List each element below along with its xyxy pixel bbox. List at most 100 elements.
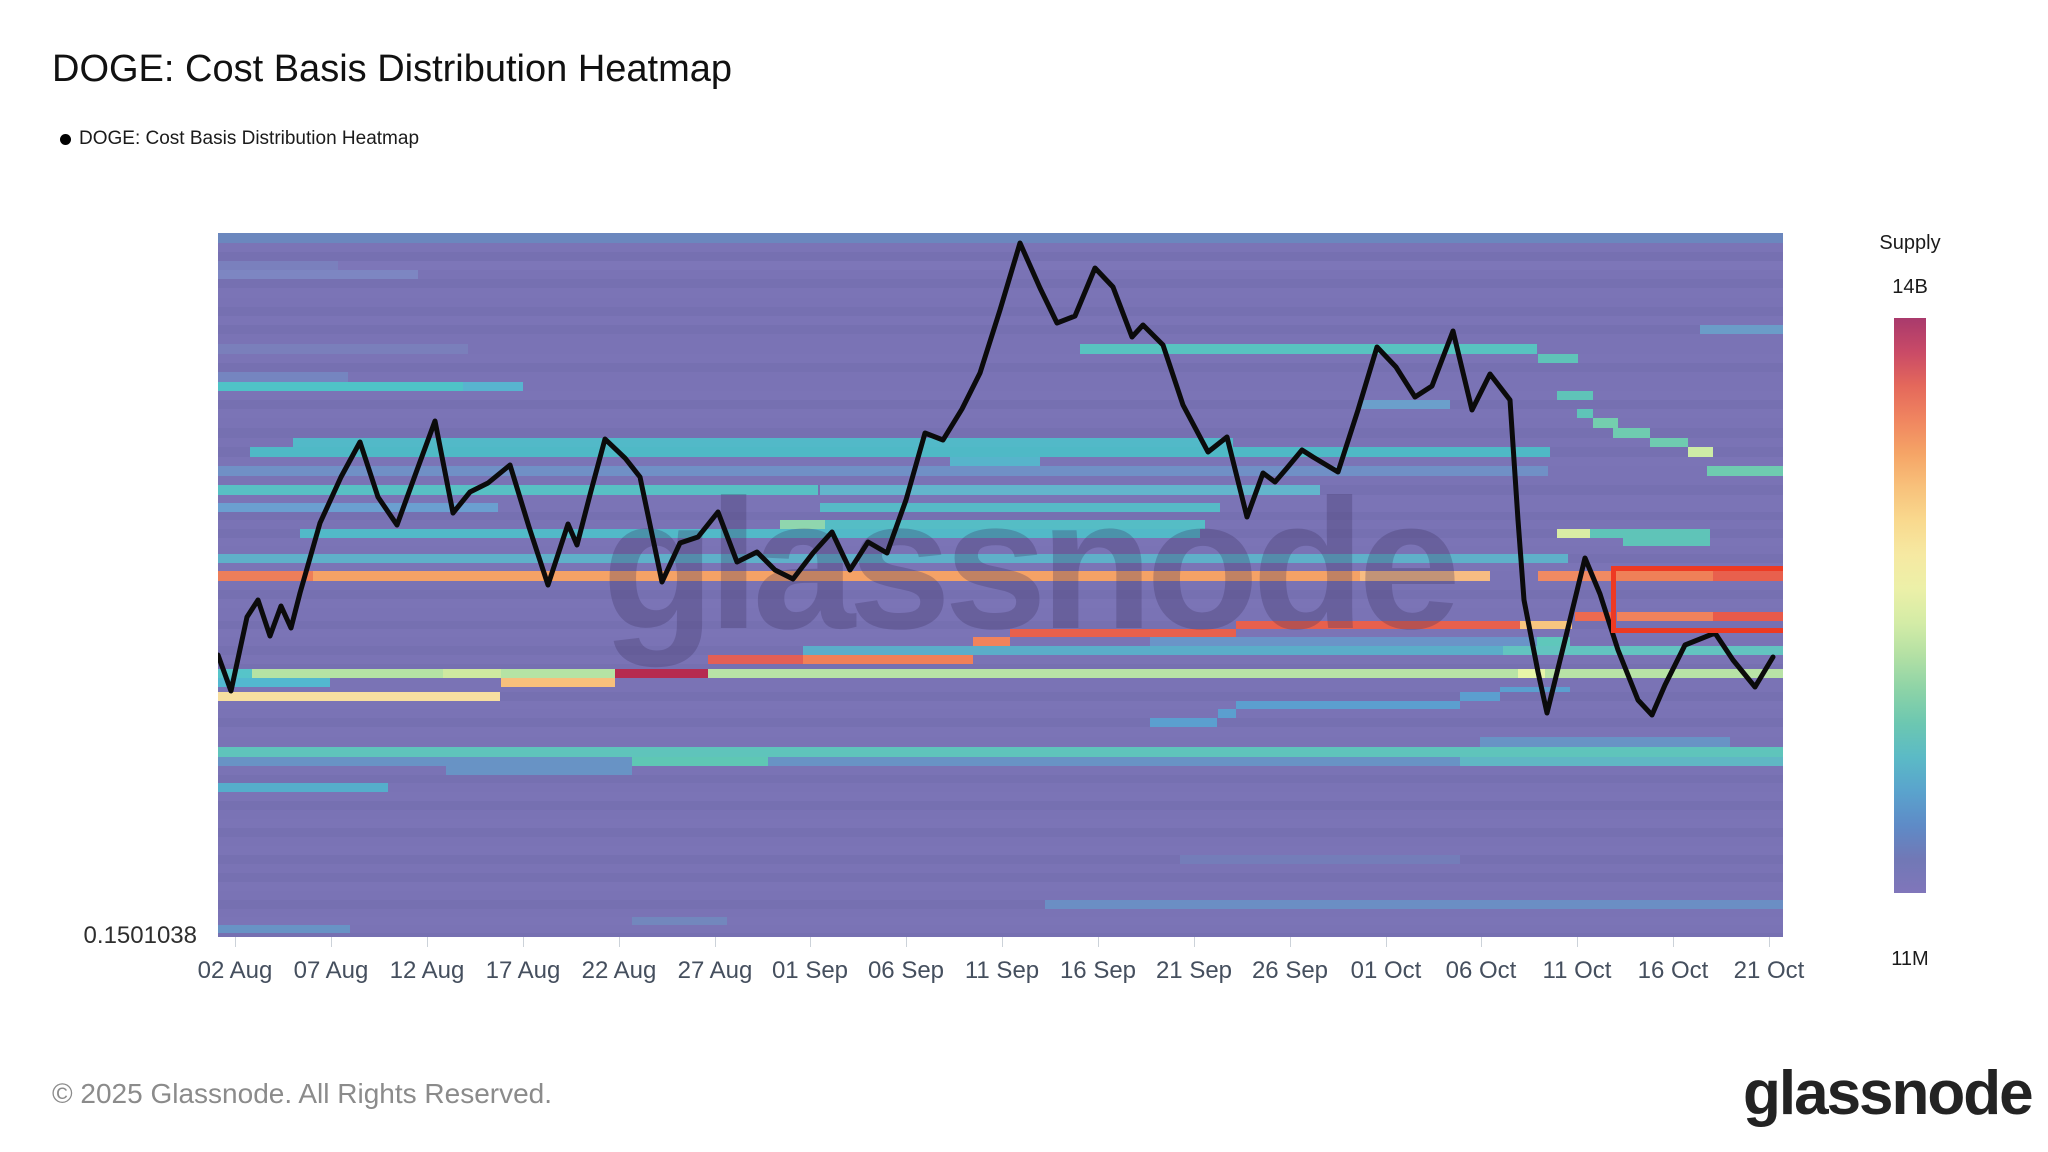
heatmap-segment <box>825 520 1205 529</box>
heatmap-segment <box>218 678 1783 687</box>
x-axis-tick-label: 07 Aug <box>293 957 369 984</box>
heatmap-segment <box>218 837 1783 846</box>
heatmap-segment <box>820 485 1320 495</box>
heatmap-segment <box>218 391 1783 400</box>
x-axis-tick <box>1290 937 1291 947</box>
copyright-text: © 2025 Glassnode. All Rights Reserved. <box>52 1078 553 1109</box>
legend-dot-icon <box>60 133 71 145</box>
heatmap-segment <box>218 354 1783 363</box>
heatmap-segment <box>1218 709 1236 718</box>
heatmap-segment <box>708 669 1518 678</box>
heatmap-segment <box>1500 687 1570 692</box>
x-axis-tick <box>810 937 811 947</box>
heatmap-segment <box>1593 418 1618 428</box>
heatmap-segment <box>218 747 1783 757</box>
heatmap-segment <box>218 372 1783 382</box>
heatmap-segment <box>632 757 768 766</box>
x-axis-tick-label: 22 Aug <box>581 957 657 984</box>
heatmap-segment <box>218 382 1783 391</box>
heatmap-segment <box>780 520 825 529</box>
heatmap-segment <box>218 270 1783 279</box>
heatmap-segment <box>218 599 1783 608</box>
heatmap-segment <box>250 447 1550 457</box>
heatmap-segment <box>1575 612 1613 621</box>
heatmap-segment <box>218 792 1783 801</box>
heatmap-segment <box>218 563 1783 571</box>
x-axis-tick <box>427 937 428 947</box>
x-axis-tick-label: 26 Sep <box>1251 957 1329 984</box>
x-axis-tick-label: 11 Oct <box>1542 957 1612 984</box>
heatmap-segment <box>218 261 338 270</box>
heatmap-segment <box>1707 466 1783 476</box>
heatmap-segment <box>1713 571 1783 581</box>
heatmap-segment <box>218 692 500 701</box>
heatmap-segment <box>218 775 1783 783</box>
heatmap-segment <box>218 882 1783 891</box>
heatmap-segment <box>1577 409 1593 418</box>
heatmap-segment <box>1045 900 1783 909</box>
heatmap-segment <box>218 418 1783 428</box>
heatmap-segment <box>218 288 1783 298</box>
heatmap-segment <box>218 873 1783 882</box>
heatmap-segment <box>218 846 1783 855</box>
heatmap-segment <box>1518 669 1545 678</box>
heatmap-segment <box>218 428 1783 438</box>
heatmap-segment <box>218 737 1783 747</box>
x-axis-tick-label: 16 Oct <box>1637 957 1709 984</box>
heatmap-segment <box>218 757 1783 766</box>
heatmap-segment <box>218 495 1783 503</box>
page-title: DOGE: Cost Basis Distribution Heatmap <box>52 48 733 90</box>
heatmap-segment <box>1180 855 1460 864</box>
x-axis-tick-label: 01 Oct <box>1350 957 1422 984</box>
x-axis-tick-label: 21 Oct <box>1733 957 1805 984</box>
x-axis-tick-label: 06 Sep <box>867 957 945 984</box>
heatmap-segment <box>218 864 1783 873</box>
heatmap-segment <box>218 612 1783 621</box>
x-axis-tick <box>906 937 907 947</box>
heatmap-segment <box>218 810 1783 819</box>
legend-label: DOGE: Cost Basis Distribution Heatmap <box>79 128 420 149</box>
heatmap-segment <box>218 891 1783 900</box>
heatmap-segment <box>218 554 1568 563</box>
heatmap-segment <box>501 669 615 678</box>
heatmap-segment <box>218 925 350 933</box>
heatmap-segment <box>1700 325 1783 334</box>
heatmap-segment <box>218 270 418 279</box>
heatmap-segment <box>1538 354 1578 363</box>
heatmap-segment <box>218 363 1783 372</box>
heatmap-segment <box>1688 447 1713 457</box>
x-axis-tick <box>1386 937 1387 947</box>
heatmap-segment <box>218 701 1783 709</box>
heatmap-segment <box>218 917 1783 925</box>
heatmap-segment <box>1613 571 1713 581</box>
heatmap-segment <box>218 334 1783 344</box>
heatmap-segment <box>1010 629 1236 637</box>
heatmap-segment <box>1613 428 1650 438</box>
heatmap-segment <box>708 655 803 664</box>
heatmap-segment <box>218 629 1783 637</box>
x-axis-tick <box>235 937 236 947</box>
heatmap-segment <box>218 621 1783 629</box>
heatmap-segment <box>1650 438 1688 447</box>
heatmap-segment <box>1557 391 1593 400</box>
heatmap-segment <box>218 344 1783 354</box>
heatmap-segment <box>1480 737 1730 747</box>
heatmap-segment <box>218 783 388 792</box>
heatmap-segment <box>218 709 1783 718</box>
colorbar-title: Supply <box>1879 232 1941 254</box>
x-axis-tick <box>523 937 524 947</box>
heatmap-segment <box>218 783 1783 792</box>
glassnode-logo: glassnode <box>1743 1059 2034 1128</box>
x-axis-tick-label: 16 Sep <box>1059 957 1137 984</box>
heatmap-segment <box>218 538 1783 546</box>
heatmap-segment <box>218 655 1783 664</box>
heatmap-segment <box>218 344 468 354</box>
heatmap-segment <box>1503 646 1783 655</box>
heatmap-segment <box>443 669 501 678</box>
heatmap-segment <box>218 678 330 687</box>
heatmap-segment <box>218 571 313 581</box>
heatmap-segment <box>218 766 1783 775</box>
heatmap-segment <box>1460 692 1500 701</box>
heatmap-segment <box>1360 400 1450 409</box>
x-axis-tick-label: 02 Aug <box>197 957 273 984</box>
